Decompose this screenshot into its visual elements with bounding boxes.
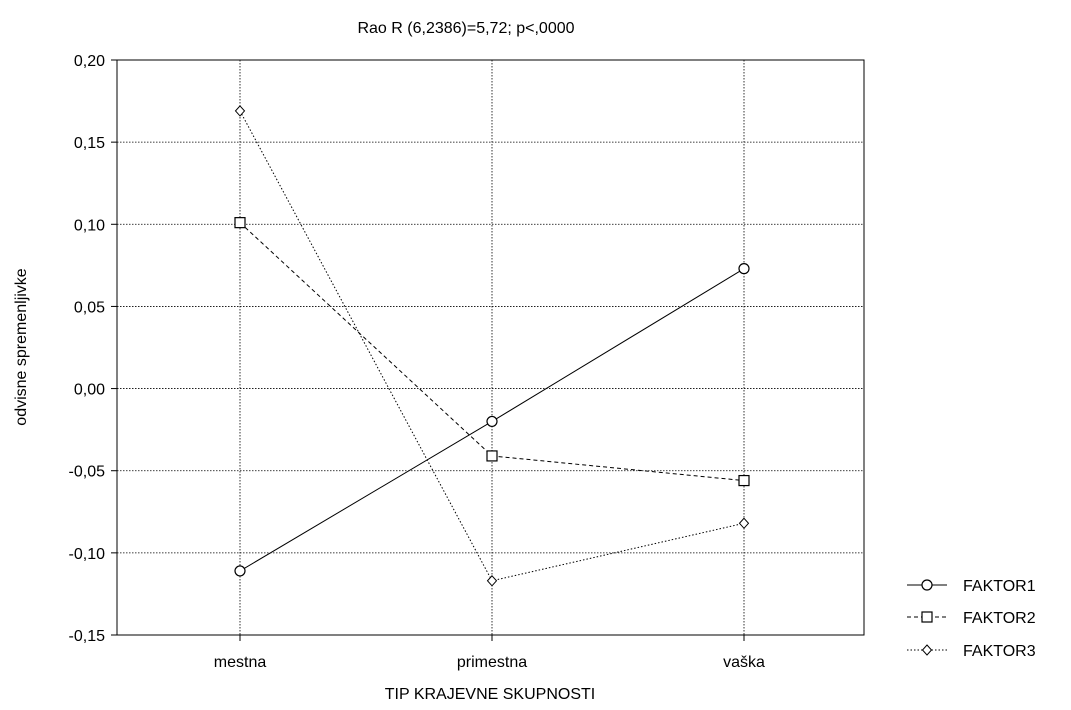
legend-marker — [921, 579, 933, 591]
data-point-faktor2 — [486, 450, 498, 462]
legend-marker — [921, 611, 933, 623]
data-point-faktor1 — [486, 415, 498, 428]
y-tick-label: -0,15 — [69, 628, 106, 645]
x-tick-label: vaška — [723, 654, 765, 671]
data-point-faktor1 — [738, 263, 750, 275]
series — [234, 105, 750, 587]
y-tick-label: 0,00 — [74, 382, 105, 399]
legend-marker — [921, 644, 933, 656]
legend-label: FAKTOR2 — [963, 610, 1036, 627]
data-point-faktor1 — [234, 565, 246, 577]
data-point-faktor2 — [234, 217, 246, 229]
legend-label: FAKTOR1 — [963, 578, 1036, 595]
x-tick-label: mestna — [214, 654, 267, 671]
y-axis-title: odvisne spremenljivke — [13, 268, 30, 426]
data-point-faktor3 — [234, 105, 246, 117]
y-tick-label: 0,10 — [74, 217, 105, 234]
grid — [117, 60, 864, 635]
y-tick-label: -0,05 — [69, 464, 106, 481]
data-point-faktor3 — [738, 517, 750, 530]
y-tick-label: -0,10 — [69, 546, 106, 563]
x-tick-label: primestna — [457, 654, 527, 671]
legend: FAKTOR1 FAKTOR2 FAKTOR3 — [907, 578, 1036, 660]
y-tick-label: 0,20 — [74, 53, 105, 70]
plot-frame — [116, 59, 865, 636]
chart-title: Rao R (6,2386)=5,72; p<,0000 — [357, 20, 574, 37]
y-tick-label: 0,15 — [74, 135, 105, 152]
legend-label: FAKTOR3 — [963, 643, 1036, 660]
axes: -0,15 -0,10 -0,05 0,00 0,05 0,10 0,15 0,20 mestn… — [69, 53, 765, 671]
y-tick-label: 0,05 — [74, 299, 105, 316]
data-point-faktor2 — [738, 474, 750, 487]
x-axis-title: TIP KRAJEVNE SKUPNOSTI — [385, 686, 595, 703]
data-point-faktor3 — [486, 575, 498, 587]
